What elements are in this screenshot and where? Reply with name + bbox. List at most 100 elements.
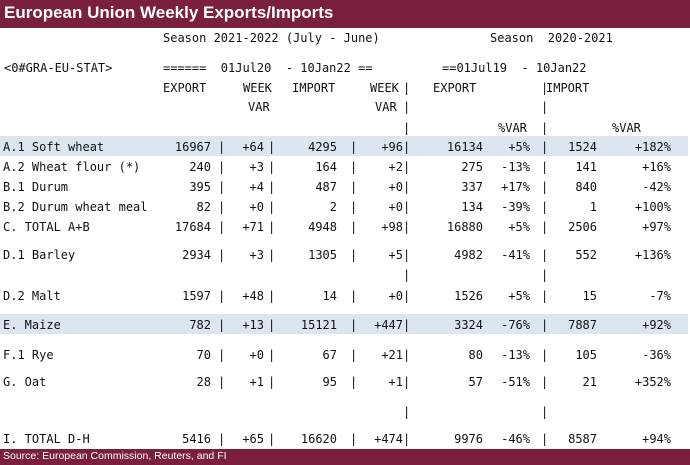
column-separator: | [541, 405, 549, 419]
cell-wexp: +3 [249, 160, 264, 174]
cell-pimpv: +94% [642, 432, 671, 446]
cell-imp: 16620 [300, 432, 337, 446]
cell-wexp: +0 [249, 348, 264, 362]
cell-pexp: 4982 [454, 248, 483, 262]
cell-pexpv: -13% [501, 348, 530, 362]
column-separator: | [218, 220, 226, 234]
column-separator: | [541, 200, 549, 214]
cell-imp: 2 [329, 200, 337, 214]
column-separator: | [350, 200, 358, 214]
page-title: European Union Weekly Exports/Imports [4, 3, 334, 22]
column-separator: | [541, 432, 549, 446]
column-separator: | [350, 318, 358, 332]
cell-pimpv: +92% [642, 318, 671, 332]
column-separator: | [268, 318, 276, 332]
row-label: G. Oat [3, 375, 47, 389]
column-separator: | [268, 220, 276, 234]
cell-imp: 1305 [308, 248, 337, 262]
row-label: C. TOTAL A+B [3, 220, 90, 234]
column-separator: | [403, 200, 411, 214]
cell-pimpv: -36% [642, 348, 671, 362]
cell-wexp: +71 [242, 220, 264, 234]
cell-wimp: +96 [381, 140, 403, 154]
highlight-band [0, 314, 688, 334]
column-separator: | [350, 220, 358, 234]
cell-pimp: 8587 [568, 432, 597, 446]
cell-exp: 782 [189, 318, 211, 332]
cell-wimp: +474 [374, 432, 403, 446]
col-var: VAR [248, 100, 270, 114]
season-current-header: Season 2021-2022 (July - June) [163, 31, 380, 45]
column-separator: | [218, 200, 226, 214]
column-separator: | [403, 405, 411, 419]
range-prior: ==01Jul19 - 10Jan22 [442, 61, 587, 75]
col-week: WEEK [243, 81, 272, 95]
column-separator: | [403, 81, 411, 95]
cell-wexp: +65 [242, 432, 264, 446]
col-import-prior: IMPORT [546, 81, 590, 95]
cell-pimp: 15 [582, 289, 597, 303]
column-separator: | [403, 348, 411, 362]
cell-exp: 1597 [182, 289, 211, 303]
cell-pexpv: +17% [501, 180, 530, 194]
cell-pexpv: -41% [501, 248, 530, 262]
cell-pexp: 16880 [446, 220, 483, 234]
cell-wexp: +48 [242, 289, 264, 303]
column-separator: | [350, 289, 358, 303]
column-separator: | [403, 248, 411, 262]
column-separator: | [218, 318, 226, 332]
column-separator: | [218, 160, 226, 174]
cell-exp: 395 [189, 180, 211, 194]
column-separator: | [403, 180, 411, 194]
cell-exp: 82 [196, 200, 211, 214]
column-separator: | [268, 289, 276, 303]
cell-wimp: +0 [388, 200, 403, 214]
column-separator: | [350, 180, 358, 194]
cell-pimpv: +182% [634, 140, 671, 154]
cell-exp: 28 [196, 375, 211, 389]
cell-pimpv: +100% [634, 200, 671, 214]
column-separator: | [268, 140, 276, 154]
highlight-band [0, 136, 688, 156]
cell-pimp: 7887 [568, 318, 597, 332]
column-separator: | [403, 100, 411, 114]
cell-wimp: +447 [374, 318, 403, 332]
cell-imp: 164 [315, 160, 337, 174]
column-separator: | [541, 180, 549, 194]
column-separator: | [403, 289, 411, 303]
column-separator: | [403, 268, 411, 282]
cell-imp: 4295 [308, 140, 337, 154]
cell-wexp: +13 [242, 318, 264, 332]
col-export-prior: EXPORT [433, 81, 477, 95]
row-label: A.1 Soft wheat [3, 140, 105, 154]
column-separator: | [541, 318, 549, 332]
column-separator: | [268, 160, 276, 174]
column-separator: | [403, 160, 411, 174]
cell-pimp: 21 [582, 375, 597, 389]
row-label: D.1 Barley [3, 248, 76, 262]
column-separator: | [541, 248, 549, 262]
col-pctvar: %VAR [498, 121, 527, 135]
ric-code: <0#GRA-EU-STAT> [4, 61, 113, 75]
cell-exp: 70 [196, 348, 211, 362]
column-separator: | [541, 268, 549, 282]
cell-wimp: +21 [381, 348, 403, 362]
title-bar: European Union Weekly Exports/Imports [0, 0, 690, 28]
row-label: A.2 Wheat flour (*) [3, 160, 141, 174]
cell-exp: 2934 [182, 248, 211, 262]
column-separator: | [350, 140, 358, 154]
cell-pexp: 134 [461, 200, 483, 214]
cell-exp: 5416 [182, 432, 211, 446]
row-label: D.2 Malt [3, 289, 61, 303]
row-label: E. Maize [3, 318, 61, 332]
cell-pexpv: +5% [508, 140, 530, 154]
column-separator: | [218, 180, 226, 194]
cell-wimp: +1 [388, 375, 403, 389]
row-label: F.1 Rye [3, 348, 54, 362]
column-separator: | [541, 220, 549, 234]
cell-pimpv: +136% [634, 248, 671, 262]
cell-pexp: 57 [468, 375, 483, 389]
col-pctvar2: %VAR [612, 121, 641, 135]
col-export: EXPORT [163, 81, 207, 95]
cell-pexp: 275 [461, 160, 483, 174]
